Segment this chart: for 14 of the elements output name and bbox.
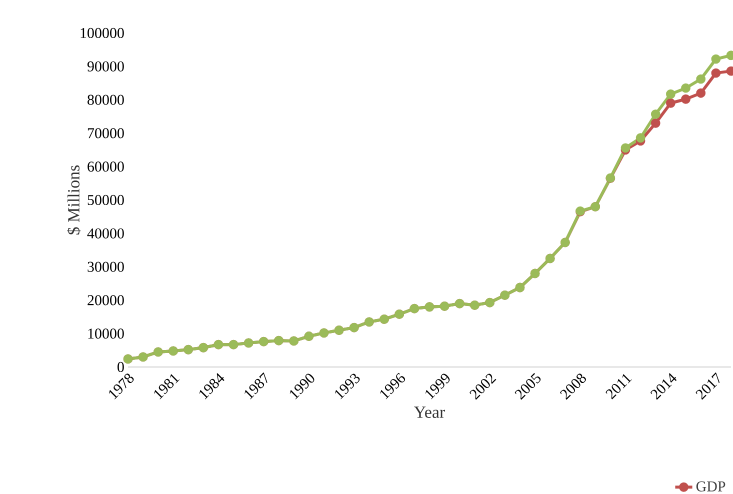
y-tick-label: 30000 [88, 262, 124, 272]
y-tick-label: 40000 [87, 228, 124, 238]
y-tick-label: 80000 [88, 94, 124, 105]
legend-label: GDP [696, 481, 726, 492]
y-tick-label: 100000 [80, 28, 124, 38]
y-tick-label: 20000 [88, 295, 124, 306]
y-tick-label: 90000 [87, 61, 124, 72]
y-axis-title: $ Millions [67, 165, 81, 234]
x-axis-title: Year [414, 406, 446, 418]
y-tick-label: 0 [118, 362, 124, 372]
y-tick-label: 50000 [88, 194, 124, 206]
y-tick-label: 60000 [88, 162, 124, 172]
y-tick-label: 70000 [88, 128, 124, 138]
y-tick-label: 10000 [88, 328, 124, 339]
